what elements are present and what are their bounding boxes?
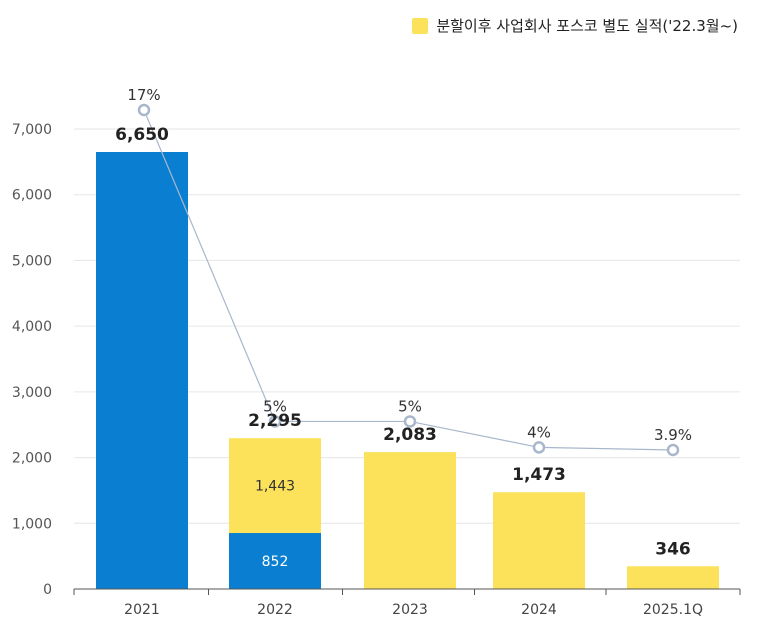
legend-swatch (412, 17, 429, 34)
data-labels: 6,650 852 1,443 2,295 2,083 1,473 346 17% 5% 5% 4%… (115, 86, 692, 570)
percentage-label: 4% (527, 423, 551, 441)
bars (96, 152, 719, 589)
percentage-marker (268, 415, 282, 428)
bar-segment (627, 566, 719, 589)
percentage-label: 5% (263, 397, 287, 415)
total-value-label: 6,650 (115, 125, 169, 145)
x-tick-label: 2021 (124, 602, 160, 618)
percentage-label: 5% (398, 397, 422, 415)
x-tick-label: 2022 (257, 602, 293, 618)
y-tick-label: 1,000 (12, 516, 52, 532)
x-tick-label: 2023 (392, 602, 428, 618)
x-tick-label: 2025.1Q (643, 602, 703, 618)
bar-segment (229, 438, 321, 534)
segment-value-label: 852 (262, 554, 289, 570)
x-tick-label: 2024 (521, 602, 557, 618)
x-axis: 2021 2022 2023 2024 2025.1Q (73, 588, 741, 618)
percentage-label: 17% (127, 86, 160, 104)
bar-segment (364, 452, 456, 589)
percentage-marker (532, 441, 546, 454)
y-tick-label: 5,000 (12, 253, 52, 269)
segment-value-label: 1,443 (255, 479, 295, 495)
total-value-label: 346 (655, 539, 691, 559)
percentage-label: 3.9% (654, 426, 692, 444)
total-value-label: 2,295 (248, 411, 302, 431)
percentage-marker (403, 415, 417, 428)
percentage-marker (137, 103, 151, 117)
legend-label: 분할이후 사업회사 포스코 별도 실적('22.3월~) (436, 17, 738, 35)
y-tick-label: 6,000 (12, 188, 52, 204)
y-tick-label: 7,000 (12, 122, 52, 138)
total-value-label: 1,473 (512, 465, 566, 485)
bar-segment (493, 492, 585, 589)
y-tick-label: 3,000 (12, 385, 52, 401)
y-tick-label: 0 (43, 582, 52, 598)
percentage-marker (666, 443, 680, 457)
legend: 분할이후 사업회사 포스코 별도 실적('22.3월~) (412, 15, 738, 36)
percentage-line (137, 103, 680, 457)
bar-segment (96, 152, 188, 589)
y-axis: 0 1,000 2,000 3,000 4,000 5,000 6,000 7,000 (12, 122, 52, 598)
y-tick-label: 4,000 (12, 319, 52, 335)
bar-segment (229, 533, 321, 589)
total-value-label: 2,083 (383, 425, 437, 445)
y-tick-label: 2,000 (12, 451, 52, 467)
